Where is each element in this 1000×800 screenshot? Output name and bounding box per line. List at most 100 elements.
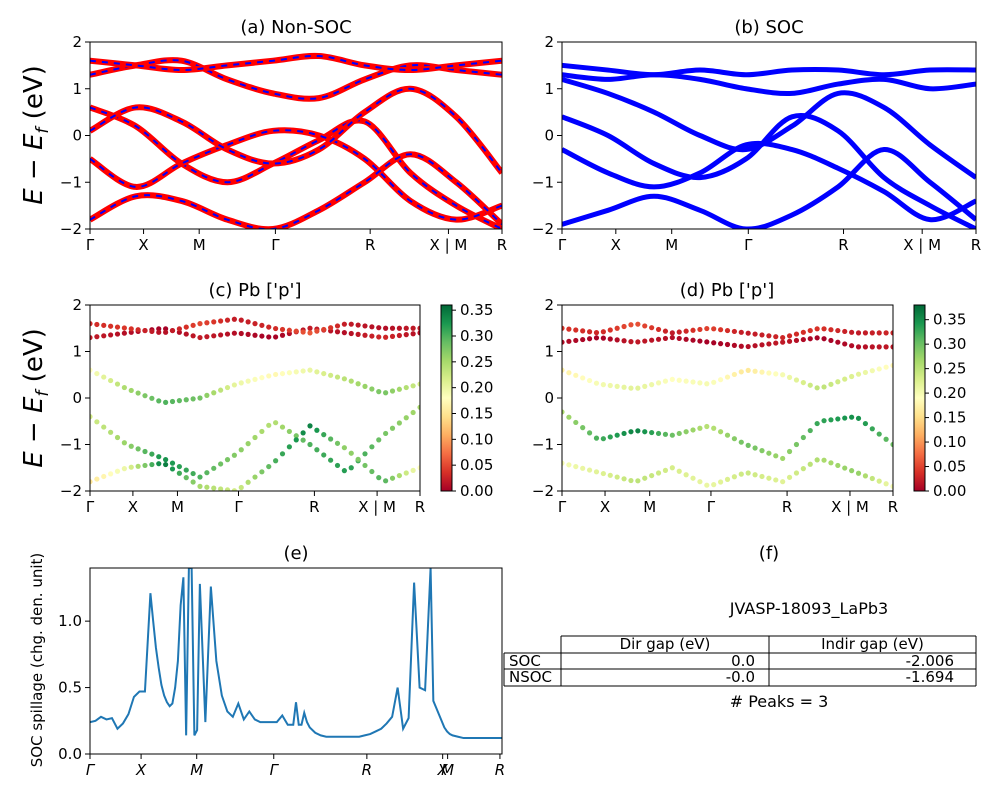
scatter-point-2-3 [224,457,231,463]
scatter-point-3-1 [683,328,689,334]
scatter-point-3-2 [635,385,641,391]
scatter-point-2-2 [410,383,416,389]
scatter-point-3-1 [600,329,606,335]
scatter-point-3-1 [855,330,862,336]
scatter-point-2-3 [156,454,162,460]
scatter-point-3-0 [586,336,593,342]
scatter-point-2-4 [314,427,320,433]
scatter-point-2-1 [321,326,327,333]
scatter-point-3-0 [628,339,634,345]
scatter-point-3-0 [786,338,793,344]
scatter-point-3-1 [821,326,827,332]
panel-b-title: (b) SOC [734,17,803,38]
scatter-point-2-4 [176,470,182,476]
scatter-point-2-3 [218,461,224,467]
colorbar-tick-label: 0.05 [460,456,493,474]
scatter-point-2-2 [314,369,320,375]
plot-clip-group [90,52,502,229]
panel-c-title: (c) Pb ['p'] [208,280,301,301]
scatter-point-3-0 [718,341,724,347]
scatter-point-2-3 [383,430,389,437]
scatter-point-3-0 [711,340,717,346]
scatter-point-2-1 [149,328,155,335]
y-tick-label: 2 [72,33,82,51]
scatter-point-3-3 [883,436,889,442]
scatter-point-2-1 [183,324,189,330]
scatter-point-2-2 [149,395,155,401]
scatter-point-2-3 [279,424,286,430]
colorbar-gradient [913,304,926,492]
scatter-point-3-2 [766,370,772,376]
scatter-point-3-2 [683,378,689,384]
scatter-point-3-0 [842,341,848,347]
scatter-point-3-0 [745,343,751,350]
scatter-point-2-3 [204,470,210,476]
scatter-point-3-3 [614,432,620,438]
scatter-point-2-1 [355,322,361,328]
scatter-point-3-4 [835,462,841,469]
scatter-point-2-0 [355,331,361,337]
scatter-point-2-3 [259,428,265,435]
scatter-point-3-3 [842,415,848,421]
scatter-point-2-4 [211,485,217,491]
scatter-point-2-4 [396,472,402,479]
y-tick-label: 1 [72,343,82,361]
scatter-point-3-4 [593,469,600,475]
scatter-point-3-3 [773,453,779,459]
x-tick-label: X [135,761,147,779]
scatter-point-2-0 [389,333,396,339]
scatter-point-3-3 [738,439,744,445]
x-tick-label: R [309,498,319,516]
scatter-point-3-2 [662,378,669,384]
scatter-point-2-1 [314,328,320,334]
scatter-point-3-4 [621,476,627,482]
scatter-point-3-0 [683,336,689,342]
scatter-point-3-3 [635,428,641,434]
scatter-point-3-3 [566,414,572,420]
panel-a-ylabel: E − Ef (eV) [19,65,53,205]
scatter-point-3-0 [821,336,827,342]
band-b-1 [562,140,976,223]
scatter-point-3-0 [704,339,710,345]
scatter-point-3-3 [876,431,882,437]
scatter-point-2-2 [128,387,134,394]
scatter-point-3-3 [849,414,855,420]
scatter-point-3-4 [752,472,758,478]
scatter-point-3-3 [580,425,586,431]
scatter-point-2-1 [121,325,127,331]
scatter-point-2-4 [307,423,313,429]
scatter-point-3-0 [731,342,737,348]
panel-d-title: (d) Pb ['p'] [680,280,775,301]
scatter-point-2-0 [101,333,107,339]
panel-e-title: (e) [283,543,308,564]
scatter-point-2-4 [190,479,196,485]
x-tick-label: Γ [270,761,280,779]
scatter-point-3-3 [697,425,703,431]
scatter-point-2-1 [169,327,176,334]
scatter-point-3-0 [807,336,813,342]
scatter-point-3-0 [697,338,703,344]
y-tick-label: 1.0 [58,612,82,630]
scatter-point-3-3 [607,434,613,440]
scatter-point-3-0 [766,341,772,347]
scatter-point-2-1 [389,325,396,331]
scatter-point-2-2 [101,374,107,380]
band-b-0 [562,113,976,229]
panel-a: (a) Non-SOC E − Ef (eV) 210−1−2Γ X M Γ R X | … [19,17,507,254]
scatter-point-2-2 [169,398,176,405]
scatter-point-2-3 [238,447,244,453]
colorbar-tick-label: 0.10 [933,433,966,451]
scatter-point-2-0 [396,332,402,339]
scatter-point-2-1 [190,322,196,328]
scatter-point-3-2 [600,382,606,388]
scatter-point-3-1 [690,327,696,333]
scatter-point-2-4 [218,486,224,491]
scatter-point-3-1 [697,326,703,333]
scatter-point-3-3 [662,431,669,437]
x-tick-label: Γ [86,236,95,254]
band-b-4 [562,62,976,78]
scatter-point-3-1 [711,326,717,332]
scatter-point-2-3 [389,425,396,431]
panel-c-ylabel: E − Ef (eV) [19,328,53,468]
x-tick-label: R [971,236,981,254]
